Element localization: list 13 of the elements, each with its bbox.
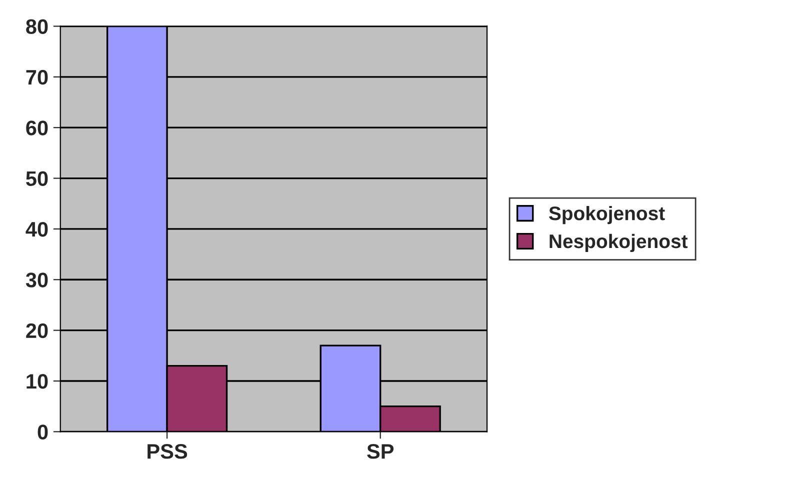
- x-tick-label: SP: [367, 444, 394, 459]
- y-tick-label: 10: [26, 374, 48, 389]
- y-tick-label: 40: [26, 222, 48, 237]
- legend-label: Spokojenost: [548, 206, 665, 224]
- y-tick-label: 0: [38, 424, 48, 440]
- y-tick-label: 30: [26, 272, 48, 288]
- y-tick-label: 50: [26, 171, 48, 186]
- y-tick-label: 20: [26, 323, 48, 338]
- legend-label: Nespokojenost: [550, 234, 688, 252]
- y-tick-label: 80: [26, 19, 48, 34]
- x-tick-label: PSS: [148, 444, 188, 459]
- y-tick-label: 60: [26, 120, 48, 136]
- y-tick-label: 70: [26, 70, 48, 85]
